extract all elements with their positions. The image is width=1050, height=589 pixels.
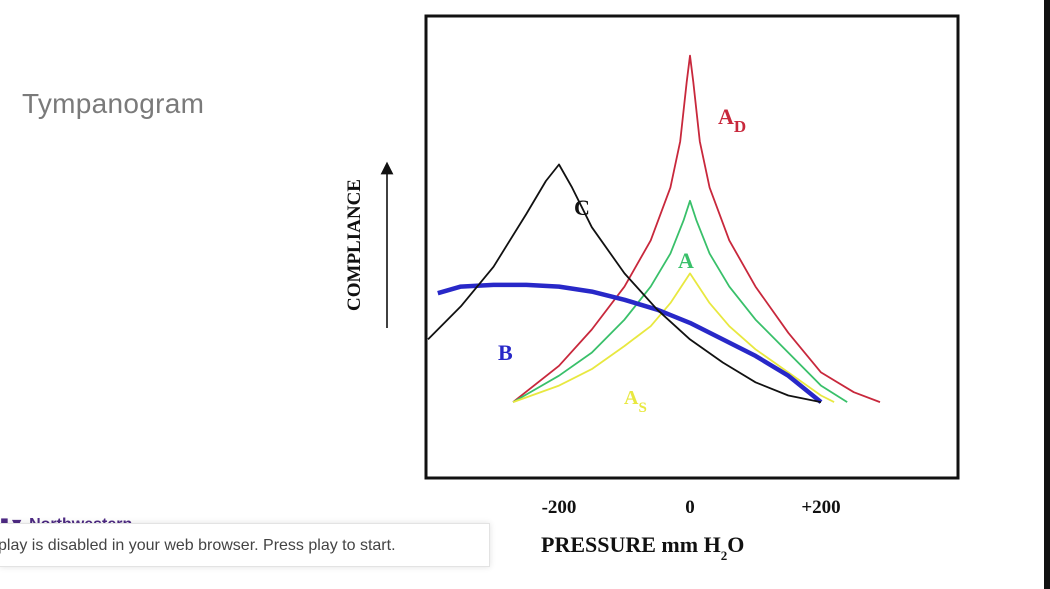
- x-axis-label-tail: O: [727, 532, 744, 557]
- x-tick-label: -200: [542, 497, 577, 518]
- x-tick-label: +200: [801, 497, 840, 518]
- series-line-c: [427, 163, 822, 403]
- northwestern-logo: ▮▼ Northwestern: [0, 516, 133, 525]
- series-label-b: B: [498, 340, 513, 365]
- series-group: [427, 54, 881, 404]
- series-labels-group: AD A AS B C: [498, 104, 746, 416]
- series-label-as: AS: [624, 387, 647, 416]
- series-label-ad: AD: [718, 104, 746, 136]
- x-axis-label: PRESSURE mm H2O: [541, 532, 744, 563]
- slide-title: Tympanogram: [22, 88, 205, 119]
- y-axis-label: COMPLIANCE: [344, 179, 365, 311]
- series-label-c: C: [574, 195, 590, 220]
- x-axis-label-main: PRESSURE mm H: [541, 532, 721, 557]
- series-line-ad: [512, 54, 881, 403]
- window-edge: [1044, 0, 1050, 589]
- series-line-a: [512, 199, 848, 403]
- plot-frame: [424, 14, 960, 480]
- series-line-b: [437, 282, 823, 404]
- series-line-as: [512, 272, 835, 403]
- x-axis-label-sub: 2: [721, 548, 728, 563]
- x-ticks-group: -200 0 +200: [542, 497, 841, 518]
- x-tick-label: 0: [685, 497, 695, 518]
- autoplay-notice[interactable]: play is disabled in your web browser. Pr…: [0, 523, 490, 567]
- series-label-a: A: [678, 248, 694, 273]
